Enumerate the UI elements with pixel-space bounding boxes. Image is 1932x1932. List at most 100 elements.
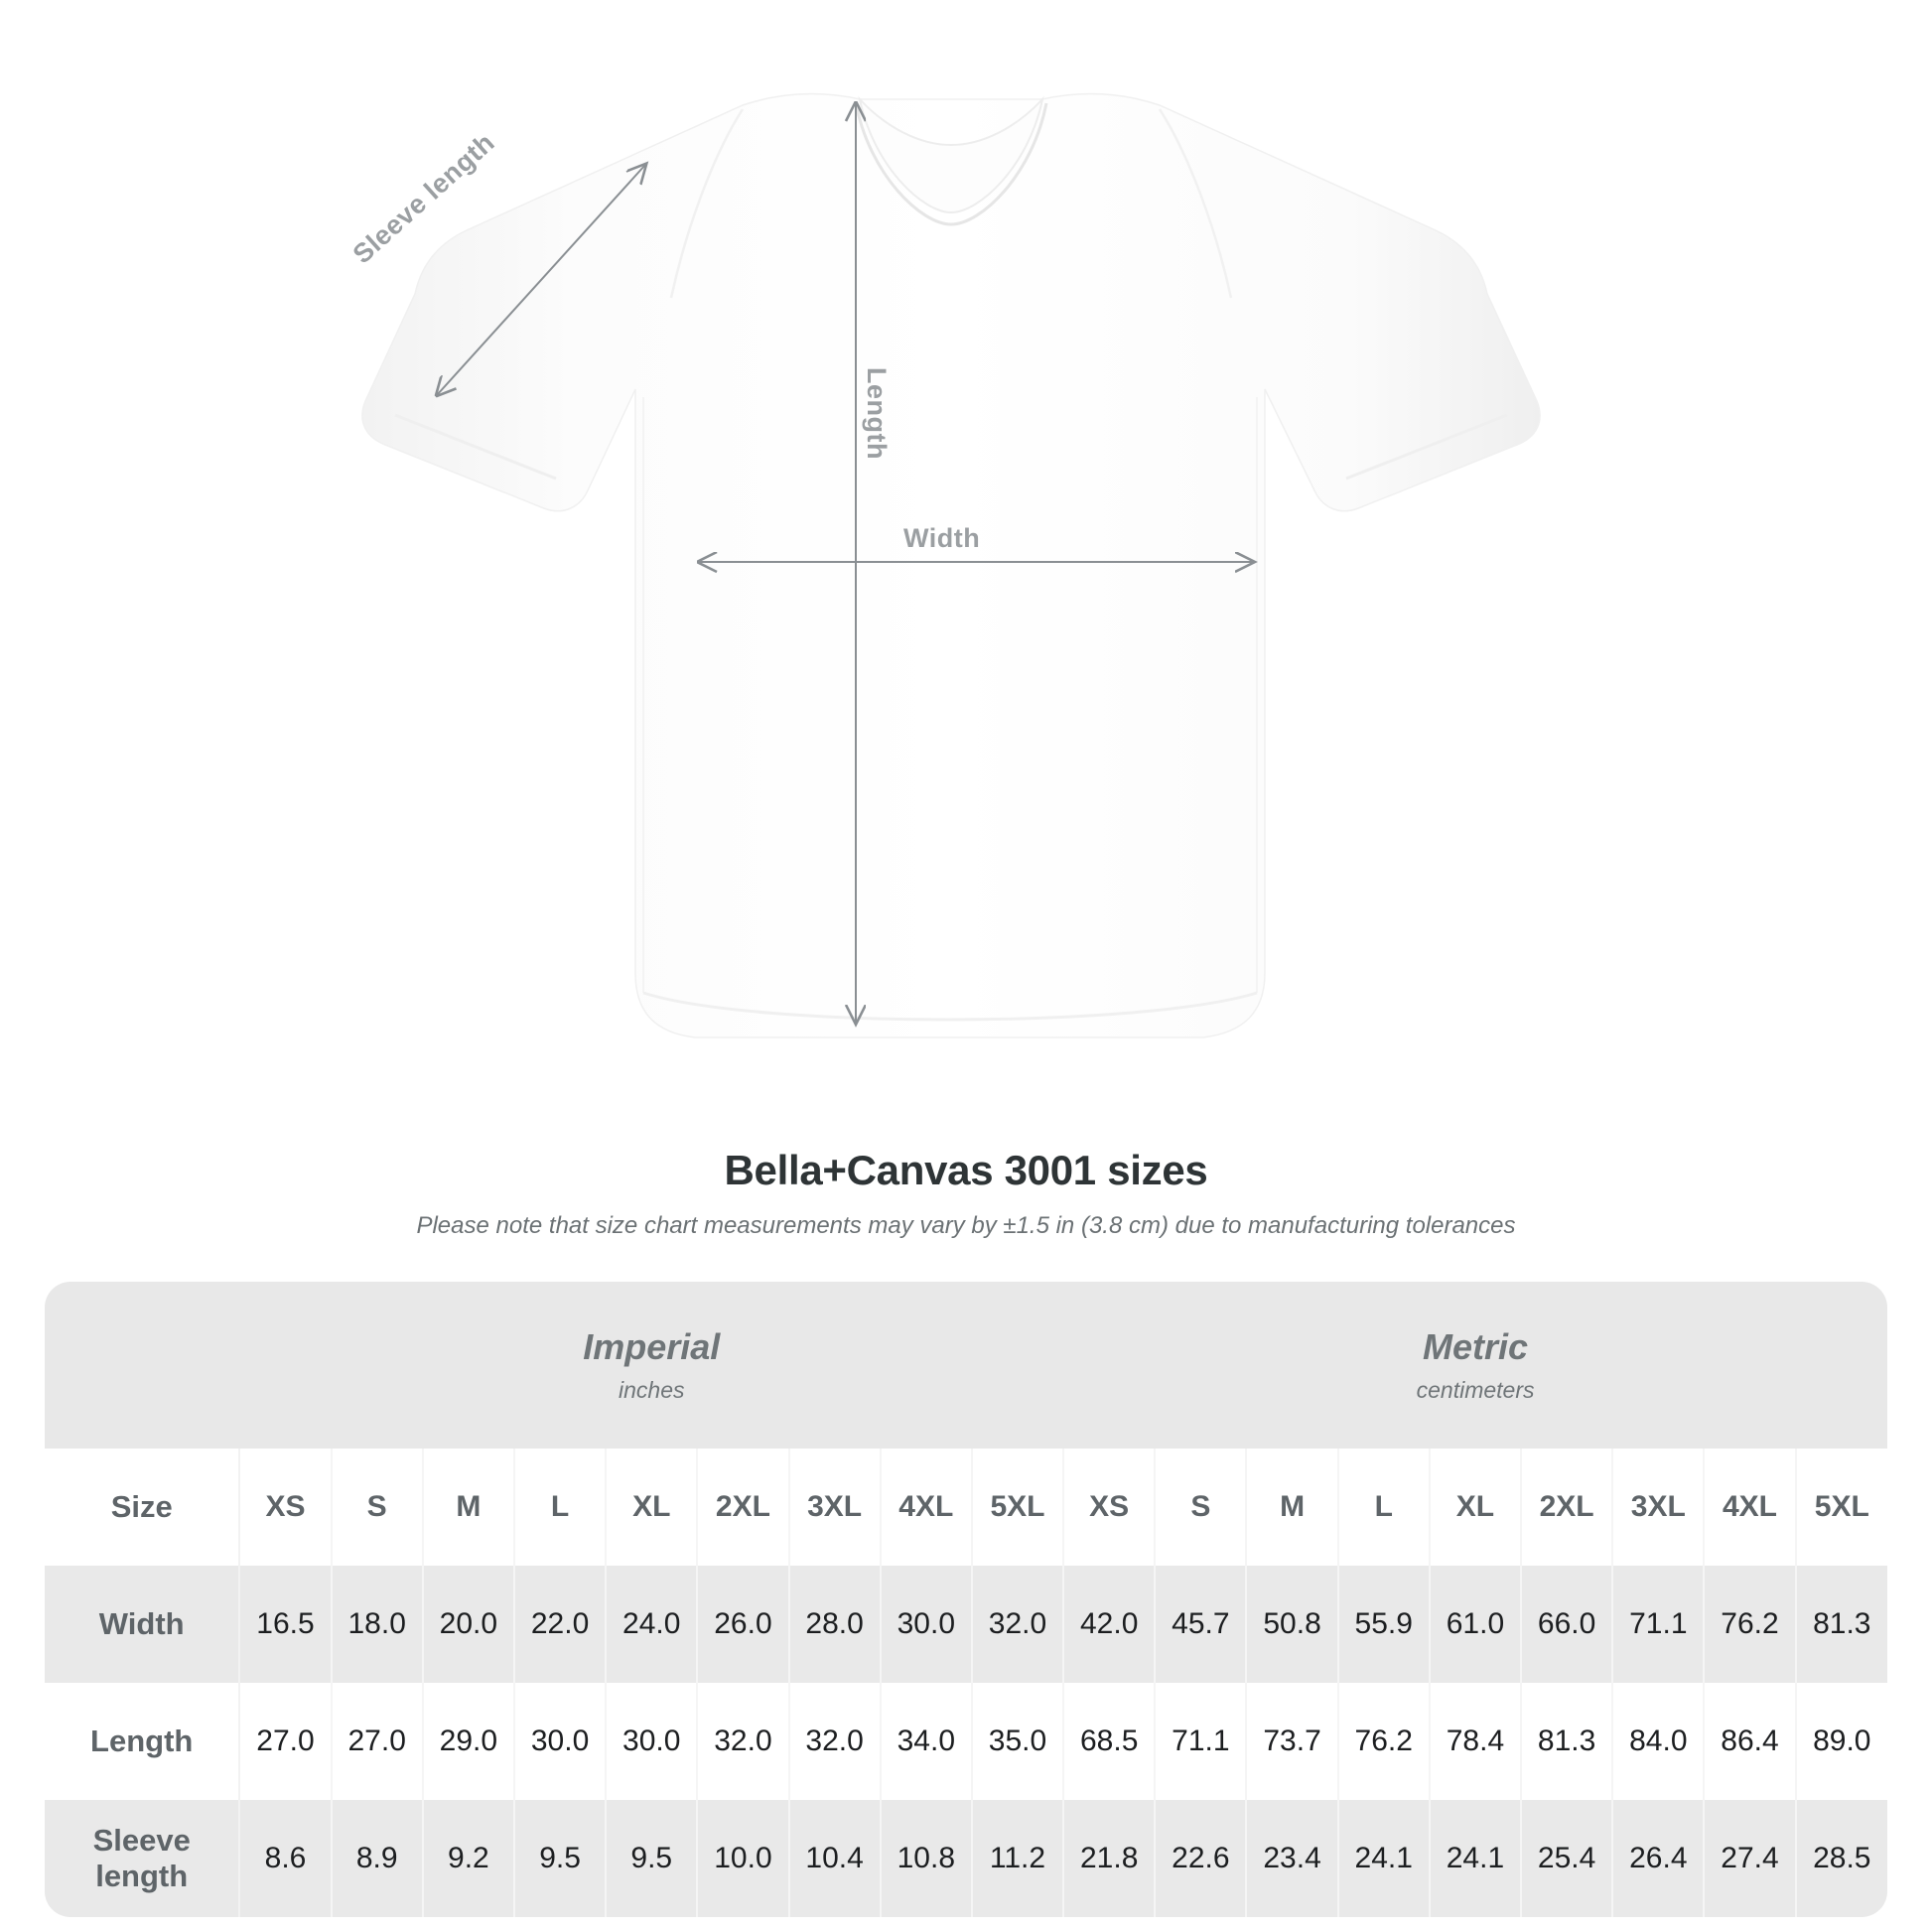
cell-sleeve-imp-xl: 9.5 (606, 1800, 699, 1917)
size-header-met-xl: XL (1429, 1449, 1523, 1566)
cell-length-met-xs: 68.5 (1063, 1683, 1157, 1800)
cell-length-imp-m: 29.0 (422, 1683, 515, 1800)
cell-length-met-xl: 78.4 (1429, 1683, 1523, 1800)
cell-sleeve-imp-2xl: 10.0 (697, 1800, 790, 1917)
size-header-imp-5xl: 5XL (971, 1449, 1065, 1566)
unit-metric-name: Metric (1423, 1326, 1529, 1368)
unit-imperial-sub: inches (619, 1376, 685, 1403)
cell-sleeve-imp-m: 9.2 (422, 1800, 515, 1917)
cell-sleeve-imp-4xl: 10.8 (880, 1800, 973, 1917)
size-header-met-xs: XS (1063, 1449, 1157, 1566)
cell-width-met-4xl: 76.2 (1704, 1566, 1797, 1683)
shirt-collar-ribbing (854, 102, 1048, 226)
unit-header-row: Imperial inches Metric centimeters (45, 1282, 1887, 1449)
row-label-length: Length (45, 1683, 241, 1800)
cell-length-imp-l: 30.0 (513, 1683, 608, 1800)
size-header-imp-4xl: 4XL (880, 1449, 973, 1566)
cell-width-imp-s: 18.0 (331, 1566, 424, 1683)
table-row: Width 16.5 18.0 20.0 22.0 24.0 26.0 28.0… (45, 1566, 1887, 1683)
cell-width-imp-3xl: 28.0 (788, 1566, 882, 1683)
size-header-met-3xl: 3XL (1612, 1449, 1706, 1566)
cell-length-imp-5xl: 35.0 (971, 1683, 1065, 1800)
cell-width-imp-m: 20.0 (422, 1566, 515, 1683)
row-label-sleeve-length: Sleeve length (45, 1800, 241, 1917)
unit-spacer-cell (45, 1282, 240, 1449)
cell-length-met-m: 73.7 (1246, 1683, 1339, 1800)
cell-width-met-xs: 42.0 (1063, 1566, 1157, 1683)
bottom-hem (642, 991, 1258, 1022)
page-title: Bella+Canvas 3001 sizes (724, 1147, 1208, 1193)
size-header-row: Size XS S M L XL 2XL 3XL 4XL 5XL XS S M … (45, 1449, 1887, 1566)
unit-metric-sub: centimeters (1416, 1376, 1535, 1403)
tshirt-illustration (361, 92, 1541, 1038)
sleeve-hem-left (394, 413, 557, 481)
shirt-collar (858, 95, 1044, 214)
cell-length-met-3xl: 84.0 (1612, 1683, 1706, 1800)
size-header-met-2xl: 2XL (1521, 1449, 1614, 1566)
size-header-imp-l: L (513, 1449, 608, 1566)
cell-length-imp-s: 27.0 (331, 1683, 424, 1800)
cell-length-imp-4xl: 34.0 (880, 1683, 973, 1800)
cell-width-met-s: 45.7 (1155, 1566, 1248, 1683)
cell-sleeve-met-l: 24.1 (1337, 1800, 1431, 1917)
size-header-met-s: S (1155, 1449, 1248, 1566)
unit-imperial-cell: Imperial inches (239, 1282, 1064, 1449)
cell-width-met-m: 50.8 (1246, 1566, 1339, 1683)
cell-sleeve-met-m: 23.4 (1246, 1800, 1339, 1917)
cell-width-imp-xs: 16.5 (239, 1566, 333, 1683)
cell-width-met-2xl: 66.0 (1521, 1566, 1614, 1683)
shoulder-seam-right (1158, 108, 1233, 299)
size-header-imp-2xl: 2XL (697, 1449, 790, 1566)
cell-length-imp-3xl: 32.0 (788, 1683, 882, 1800)
shirt-body-shape (361, 92, 1541, 1038)
size-header-imp-xs: XS (239, 1449, 333, 1566)
cell-width-imp-xl: 24.0 (606, 1566, 699, 1683)
size-header-imp-m: M (422, 1449, 515, 1566)
table-row: Length 27.0 27.0 29.0 30.0 30.0 32.0 32.… (45, 1683, 1887, 1800)
sleeve-hem-right (1345, 413, 1508, 481)
cell-width-imp-5xl: 32.0 (971, 1566, 1065, 1683)
cell-length-imp-xl: 30.0 (606, 1683, 699, 1800)
tshirt-diagram: Sleeve length Length Width (346, 92, 1541, 1038)
cell-sleeve-met-2xl: 25.4 (1521, 1800, 1614, 1917)
cell-length-met-l: 76.2 (1337, 1683, 1431, 1800)
size-header-met-m: M (1246, 1449, 1339, 1566)
cell-sleeve-imp-xs: 8.6 (239, 1800, 333, 1917)
cell-length-met-4xl: 86.4 (1704, 1683, 1797, 1800)
cell-sleeve-met-3xl: 26.4 (1612, 1800, 1706, 1917)
title-block: Bella+Canvas 3001 sizes Please note that… (0, 1127, 1932, 1240)
unit-metric-cell: Metric centimeters (1063, 1282, 1887, 1449)
size-header-imp-3xl: 3XL (788, 1449, 882, 1566)
cell-sleeve-met-4xl: 27.4 (1704, 1800, 1797, 1917)
size-header-met-5xl: 5XL (1795, 1449, 1887, 1566)
cell-sleeve-imp-3xl: 10.4 (788, 1800, 882, 1917)
table-row: Sleeve length 8.6 8.9 9.2 9.5 9.5 10.0 1… (45, 1800, 1887, 1917)
cell-width-met-3xl: 71.1 (1612, 1566, 1706, 1683)
shoulder-seam-left (669, 108, 745, 299)
size-table-wrapper: Imperial inches Metric centimeters Size … (45, 1282, 1887, 1917)
cell-width-imp-2xl: 26.0 (697, 1566, 790, 1683)
size-header-imp-xl: XL (606, 1449, 699, 1566)
cell-sleeve-imp-s: 8.9 (331, 1800, 424, 1917)
size-chart-table: Imperial inches Metric centimeters Size … (45, 1282, 1887, 1917)
size-header-met-l: L (1337, 1449, 1431, 1566)
tolerance-note: Please note that size chart measurements… (416, 1212, 1516, 1239)
cell-sleeve-met-xs: 21.8 (1063, 1800, 1157, 1917)
width-label: Width (903, 523, 981, 553)
cell-sleeve-imp-5xl: 11.2 (971, 1800, 1065, 1917)
cell-length-imp-xs: 27.0 (239, 1683, 333, 1800)
cell-width-imp-l: 22.0 (513, 1566, 608, 1683)
cell-sleeve-met-xl: 24.1 (1429, 1800, 1523, 1917)
cell-width-met-5xl: 81.3 (1795, 1566, 1887, 1683)
cell-width-met-xl: 61.0 (1429, 1566, 1523, 1683)
cell-sleeve-met-s: 22.6 (1155, 1800, 1248, 1917)
size-header-imp-s: S (331, 1449, 424, 1566)
cell-sleeve-met-5xl: 28.5 (1795, 1800, 1887, 1917)
cell-width-met-l: 55.9 (1337, 1566, 1431, 1683)
cell-width-imp-4xl: 30.0 (880, 1566, 973, 1683)
cell-length-met-2xl: 81.3 (1521, 1683, 1614, 1800)
sleeve-length-measurement-arrow (437, 165, 645, 395)
size-header-label: Size (45, 1449, 241, 1566)
row-label-width: Width (45, 1566, 241, 1683)
cell-sleeve-imp-l: 9.5 (513, 1800, 608, 1917)
